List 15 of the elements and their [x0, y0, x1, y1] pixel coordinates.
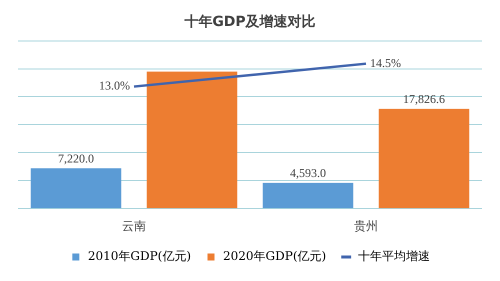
bar	[262, 182, 354, 208]
bar	[30, 168, 122, 208]
data-label: 4,593.0	[290, 166, 326, 180]
data-label: 13.0%	[99, 78, 130, 93]
legend-label: 2010年GDP(亿元)	[88, 249, 192, 264]
data-label: 14.5%	[370, 56, 401, 70]
legend-label: 十年平均增速	[358, 249, 430, 264]
bar	[378, 108, 470, 208]
data-label: 7,220.0	[58, 151, 94, 166]
legend-label: 2020年GDP(亿元)	[223, 249, 326, 264]
chart-title: 十年GDP及增速对比	[183, 14, 316, 30]
x-tick-label: 云南	[122, 218, 146, 233]
data-label: 17,826.6	[403, 92, 445, 106]
x-tick-label: 贵州	[354, 218, 378, 233]
bar	[146, 72, 238, 208]
